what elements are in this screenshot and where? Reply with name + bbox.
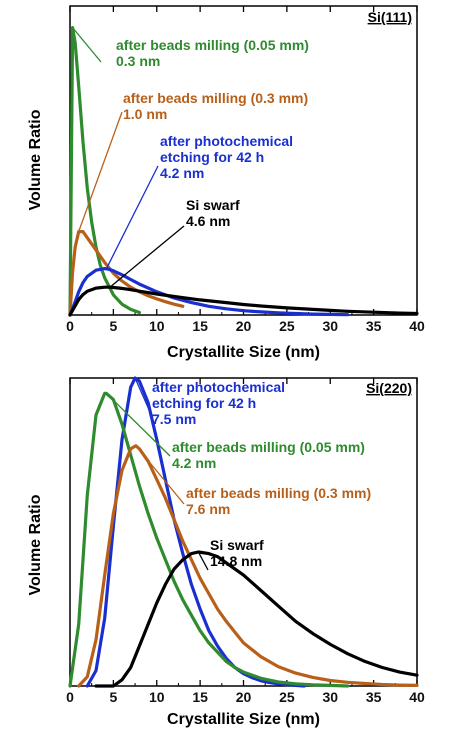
series-annotation: Si swarf [186,197,240,213]
x-tick-label: 35 [366,689,382,705]
x-tick-label: 0 [66,318,74,334]
x-tick-label: 0 [66,689,74,705]
series-annotation: 4.2 nm [172,455,216,471]
x-tick-label: 15 [192,318,208,334]
series-line-2 [68,267,350,317]
y-axis-label: Volume Ratio [27,109,44,210]
annotation-leader [105,392,171,457]
series-annotation: 7.6 nm [186,501,230,517]
x-tick-label: 40 [409,689,425,705]
series-annotation: 4.2 nm [160,165,204,181]
series-annotation: after beads milling (0.3 mm) [186,485,371,501]
x-tick-label: 5 [109,318,117,334]
chart-panel-si111: 0 5 10 15 20 25 30 35 40 Crystallite Size (nm) Vol… [27,5,425,361]
x-tick-label: 30 [322,689,338,705]
series-annotation: 7.5 nm [152,411,196,427]
series-line-0 [85,376,306,688]
x-axis-label: Crystallite Size (nm) [167,711,320,728]
y-axis-label: Volume Ratio [27,494,44,595]
series-line-0 [68,26,141,317]
x-tick-label: 10 [149,318,165,334]
annotation-leader [72,27,102,63]
series-line-3 [94,550,419,688]
series-annotation: 1.0 nm [123,106,167,122]
series-annotation: after photochemical [152,379,285,395]
series-annotation: etching for 42 h [152,395,256,411]
series-annotation: etching for 42 h [160,149,264,165]
panel-label: Si(220) [366,380,412,396]
annotation-leader [135,445,185,505]
x-tick-label: 40 [409,318,425,334]
x-tick-label: 15 [192,689,208,705]
x-tick-label: 25 [279,689,295,705]
annotation-leader [197,551,209,571]
x-tick-label: 25 [279,318,295,334]
x-axis-label: Crystallite Size (nm) [167,344,320,361]
series-line-2 [77,444,419,688]
series-annotation: after beads milling (0.05 mm) [172,439,365,455]
annotation-leader [134,377,151,413]
x-tick-label: 20 [236,689,252,705]
annotation-leader [105,165,159,269]
x-tick-label: 20 [236,318,252,334]
series-annotation: 0.3 nm [116,53,160,69]
x-tick-label: 5 [109,689,117,705]
series-annotation: after beads milling (0.3 mm) [123,90,308,106]
series-annotation: after photochemical [160,133,293,149]
series-line-1 [68,391,350,688]
series-annotation: Si swarf [210,537,264,553]
series-annotation: after beads milling (0.05 mm) [116,37,309,53]
annotation-leader [78,111,123,232]
series-line-1 [68,230,185,317]
series-annotation: 14.8 nm [210,553,262,569]
panel-label: Si(111) [368,9,412,25]
x-tick-label: 10 [149,689,165,705]
series-annotation: 4.6 nm [186,213,230,229]
chart-panel-si220: 0 5 10 15 20 25 30 35 40 Crystallite Size (nm) Vol… [27,376,425,728]
x-tick-label: 35 [366,318,382,334]
series-line-3 [68,285,419,317]
annotation-leader [109,225,185,288]
x-tick-label: 30 [322,318,338,334]
